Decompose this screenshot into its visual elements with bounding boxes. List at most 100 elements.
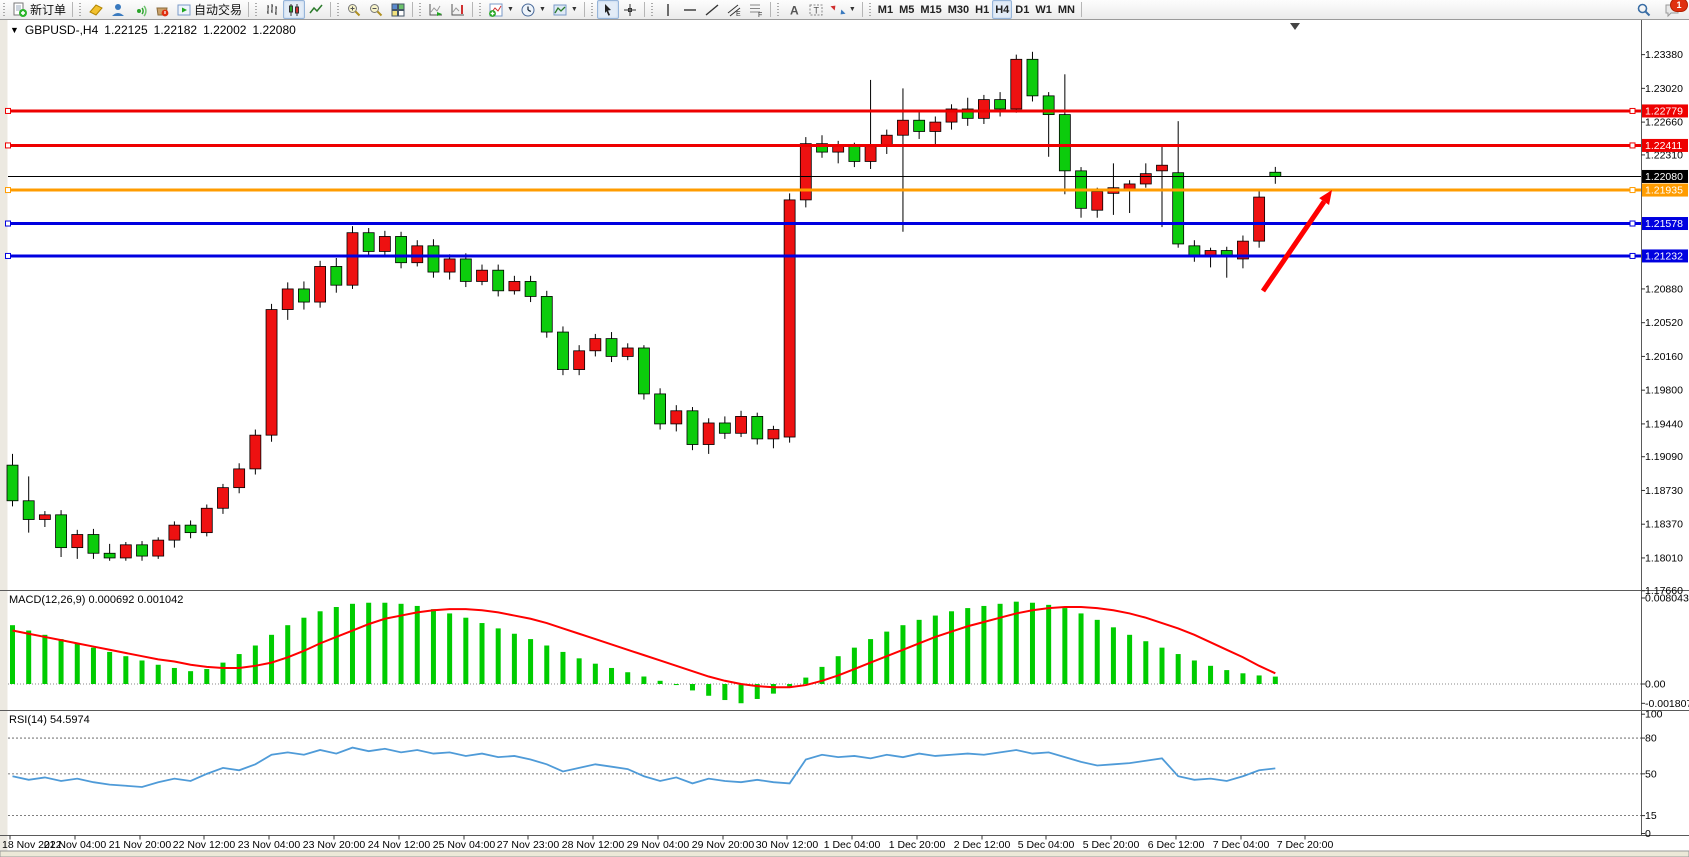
hline-handle[interactable] — [1629, 107, 1636, 114]
tf-H1-button[interactable]: H1 — [972, 0, 992, 19]
dropdown-caret-icon[interactable]: ▼ — [570, 6, 578, 13]
chart-info-line[interactable]: ▼ GBPUSD-,H4 1.22125 1.22182 1.22002 1.2… — [10, 23, 296, 37]
periods-button[interactable]: ▼ — [517, 0, 549, 19]
arrows-tool-icon — [830, 2, 846, 18]
cursor-icon — [600, 2, 616, 18]
trendline-button[interactable] — [701, 0, 723, 19]
tf-M15-button[interactable]: M15 — [917, 0, 944, 19]
community-button[interactable] — [107, 0, 129, 19]
macd-histogram-bar — [1240, 673, 1246, 684]
candle-body — [168, 524, 181, 541]
candle-body — [816, 143, 828, 153]
dropdown-caret-icon[interactable]: ▼ — [538, 6, 546, 13]
zoom-in-button[interactable] — [343, 0, 365, 19]
hline-handle[interactable] — [5, 142, 11, 149]
hline-handle[interactable] — [1629, 187, 1636, 194]
cursor-button[interactable] — [596, 0, 619, 19]
tf-H4-button[interactable]: H4 — [992, 0, 1013, 19]
macd-histogram-bar — [981, 605, 987, 684]
hline-handle[interactable] — [5, 220, 11, 227]
candle-body — [638, 347, 650, 395]
crosshair-button[interactable] — [619, 0, 641, 19]
auto-scroll-button[interactable] — [425, 0, 447, 19]
chevron-down-icon[interactable]: ▼ — [10, 25, 19, 35]
hline-handle[interactable] — [1629, 252, 1636, 259]
chart-shift-marker[interactable] — [1290, 23, 1300, 30]
rsi-axis-label: 15 — [1645, 810, 1657, 822]
rsi-axis-label: 100 — [1645, 709, 1663, 721]
tf-W1-button[interactable]: W1 — [1032, 0, 1055, 19]
time-axis-label: 18 Nov 2022 — [2, 839, 62, 851]
candle-body — [103, 552, 116, 559]
line-chart-button[interactable] — [305, 0, 327, 19]
horizontal-line-button[interactable] — [679, 0, 701, 19]
price-badge — [1642, 183, 1688, 197]
text-label-button[interactable]: T — [805, 0, 827, 19]
candlesticks-button[interactable] — [283, 0, 306, 19]
macd-axis-label: 0.008043 — [1645, 592, 1689, 604]
search-button[interactable] — [1633, 0, 1655, 19]
signals-icon — [132, 2, 148, 18]
market-button[interactable] — [151, 0, 173, 19]
dropdown-caret-icon[interactable]: ▼ — [507, 6, 514, 13]
hline-handle[interactable] — [1629, 220, 1636, 227]
crosshair-icon — [622, 2, 638, 18]
indicators-button[interactable]: ▼ — [485, 0, 517, 19]
metaeditor-button[interactable] — [85, 0, 107, 19]
candle-body — [961, 108, 974, 119]
tile-windows-button[interactable] — [387, 0, 409, 19]
candle-body — [71, 534, 84, 549]
candle-body — [864, 144, 877, 162]
new-order-button[interactable]: 新订单 — [9, 0, 69, 19]
candle-body — [152, 539, 165, 557]
candle-body — [589, 338, 602, 352]
macd-histogram-bar — [430, 609, 436, 684]
chart-background[interactable] — [0, 20, 1689, 851]
arrow-annotation-shaft[interactable] — [1260, 200, 1327, 293]
text-button[interactable]: A — [783, 0, 805, 19]
button-label: D1 — [1015, 3, 1030, 16]
macd-histogram-bar — [916, 619, 922, 684]
candle-body — [573, 350, 586, 370]
market-icon — [154, 2, 170, 18]
arrows-tool-button[interactable]: ▼ — [827, 0, 859, 19]
macd-histogram-bar — [1013, 601, 1019, 684]
button-label: H4 — [995, 3, 1010, 16]
macd-signal-value: 0.001042 — [137, 594, 184, 606]
chat-button[interactable]: 1 — [1661, 0, 1688, 19]
macd-histogram-bar — [382, 602, 388, 684]
rsi-value: 54.5974 — [49, 714, 90, 726]
arrow-annotation-head[interactable] — [1319, 190, 1332, 205]
button-label: W1 — [1035, 3, 1052, 16]
fibonacci-button[interactable]: F — [745, 0, 767, 19]
macd-histogram-bar — [1175, 654, 1181, 684]
candle-body — [314, 266, 327, 303]
vertical-line-button[interactable] — [657, 0, 679, 19]
hline-handle[interactable] — [5, 107, 11, 114]
button-label: M30 — [947, 3, 970, 16]
dropdown-caret-icon[interactable]: ▼ — [848, 6, 856, 13]
toolbar-grip — [336, 2, 342, 17]
signals-button[interactable] — [129, 0, 151, 19]
macd-main-value: 0.000692 — [88, 594, 135, 606]
autotrading-button[interactable]: 自动交易 — [173, 0, 245, 19]
time-axis-label: 5 Dec 04:00 — [1018, 839, 1075, 851]
tf-M1-button[interactable]: M1 — [875, 0, 896, 19]
tf-MN-button[interactable]: MN — [1055, 0, 1078, 19]
chart-shift-button[interactable] — [447, 0, 469, 19]
macd-histogram-bar — [1224, 670, 1230, 684]
hline-handle[interactable] — [1629, 142, 1636, 149]
macd-histogram-bar — [90, 647, 96, 684]
rsi-axis-label: 0 — [1645, 828, 1651, 840]
tf-M5-button[interactable]: M5 — [896, 0, 917, 19]
zoom-out-button[interactable] — [365, 0, 387, 19]
bar-chart-button[interactable] — [261, 0, 283, 19]
equidistant-channel-button[interactable]: E — [723, 0, 745, 19]
hline-handle[interactable] — [5, 187, 11, 194]
templates-button[interactable]: ▼ — [549, 0, 581, 19]
candle-body — [1042, 95, 1055, 116]
tf-D1-button[interactable]: D1 — [1012, 0, 1032, 19]
hline-handle[interactable] — [5, 252, 11, 259]
tf-M30-button[interactable]: M30 — [945, 0, 972, 19]
